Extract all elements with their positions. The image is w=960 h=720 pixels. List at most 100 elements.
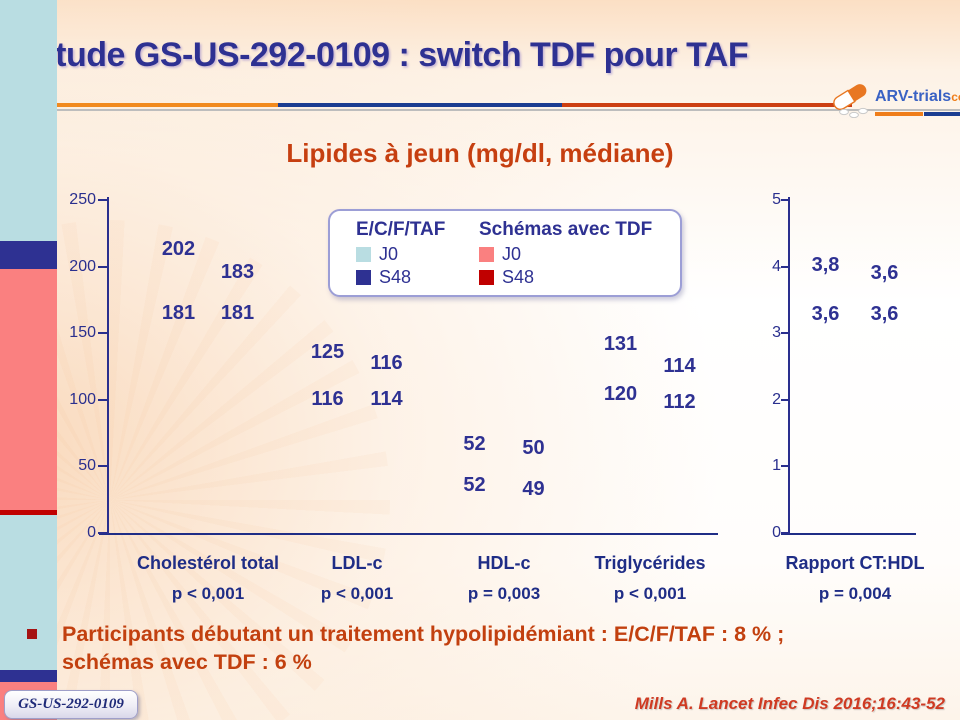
left-axis-tick-mark (98, 332, 109, 335)
right-axis-tick-label: 2 (772, 390, 781, 408)
category-label-hdl-c: HDL-c (477, 553, 531, 573)
right-axis-tick-mark (781, 332, 790, 335)
right-axis-tick-label: 4 (772, 257, 781, 275)
bullet-icon (27, 629, 37, 639)
triglycerides-tdf-inside-value: 112 (663, 391, 696, 414)
rapport-ct-hdl-taf-inside-value: 3,6 (811, 303, 840, 326)
logo-underline-orange (875, 112, 923, 116)
legend-item-taf-j0: J0 (356, 244, 445, 265)
hdl-c-tdf-top-value: 50 (522, 436, 545, 459)
ldl-c-taf-inside-value: 116 (311, 388, 344, 411)
legend-item-taf-s48: S48 (356, 267, 445, 288)
right-axis-tick-mark (781, 199, 790, 201)
category-label-rapport-ct-hdl: Rapport CT:HDL (785, 553, 925, 573)
rapport-ct-hdl-tdf-inside-value: 3,6 (870, 303, 899, 326)
cholesterol-total-taf-top-value: 202 (161, 237, 196, 260)
bullet-text: Participants débutant un traitement hypo… (62, 620, 892, 676)
left-axis-tick-mark (98, 465, 109, 468)
header-rule-red (562, 103, 852, 107)
right-axis-tick-label: 1 (772, 457, 781, 475)
cholesterol-total-tdf-s48-bar (0, 510, 57, 516)
study-id-badge: GS-US-292-0109 (4, 690, 138, 719)
right-axis-tick-mark (781, 465, 790, 468)
right-axis-baseline (781, 533, 916, 535)
chart-title: Lipides à jeun (mg/dl, médiane) (286, 138, 674, 168)
legend-header-taf: E/C/F/TAF (356, 219, 446, 240)
right-axis-tick-mark (781, 398, 790, 401)
cholesterol-total-tdf-j0-bar (0, 269, 57, 511)
header-rule-orange (0, 103, 278, 107)
left-axis-tick-mark (98, 199, 109, 201)
category-label-ldl-c: LDL-c (331, 553, 383, 573)
arv-trials-logo: ARV-trialscom (833, 84, 960, 118)
right-axis-tick-label: 5 (772, 191, 781, 208)
ldl-c-tdf-top-value: 116 (370, 352, 403, 375)
legend-column-taf: E/C/F/TAF J0 S48 (356, 218, 445, 288)
right-axis-tick-mark (781, 265, 790, 268)
p-value-ldl-c: p < 0,001 (320, 584, 394, 603)
left-axis-baseline (99, 533, 718, 535)
pill-capsule-icon (833, 84, 868, 118)
left-axis-tick-label: 200 (69, 257, 96, 275)
header-rule-navy (278, 103, 562, 107)
left-axis-tick-label: 150 (69, 324, 96, 342)
category-label-cholesterol-total: Cholestérol total (136, 553, 279, 573)
category-label-triglycerides: Triglycérides (594, 553, 706, 573)
triglycerides-taf-inside-value: 120 (603, 383, 638, 406)
right-axis-tick-label: 3 (772, 324, 781, 342)
legend-item-tdf-s48: S48 (479, 267, 652, 288)
triglycerides-tdf-top-value: 114 (663, 355, 696, 378)
right-axis-tick-label: 0 (772, 524, 781, 541)
legend-label-tdf-j0: J0 (502, 244, 522, 264)
legend-label-tdf-s48: S48 (502, 267, 535, 287)
hdl-c-taf-top-value: 52 (463, 432, 486, 455)
ldl-c-tdf-inside-value: 114 (370, 388, 403, 411)
p-value-rapport-ct-hdl: p = 0,004 (818, 584, 892, 603)
cholesterol-total-taf-j0-bar (0, 0, 57, 242)
cholesterol-total-taf-inside-value: 181 (161, 301, 196, 324)
legend-column-tdf: Schémas avec TDF J0 S48 (479, 218, 652, 288)
left-axis-tick-label: 250 (69, 191, 96, 208)
right-axis-line (788, 197, 790, 535)
rapport-ct-hdl-tdf-top-value: 3,6 (870, 262, 899, 285)
bullet-line-1: Participants débutant un traitement hypo… (62, 622, 785, 646)
legend-item-tdf-j0: J0 (479, 244, 652, 265)
chart-legend: E/C/F/TAF J0 S48 Schémas avec TDF J0 (328, 209, 682, 297)
p-value-triglycerides: p < 0,001 (613, 584, 687, 603)
legend-label-taf-s48: S48 (379, 267, 412, 287)
rapport-ct-hdl-taf-top-value: 3,8 (811, 253, 840, 276)
cholesterol-total-tdf-top-value: 183 (220, 260, 255, 283)
header-rule-gray (0, 109, 960, 111)
left-axis-tick-mark (98, 398, 109, 401)
legend-swatch-taf-j0 (356, 247, 371, 262)
left-axis-tick-label: 50 (78, 457, 96, 475)
logo-text: ARV-trialscom (875, 88, 960, 106)
legend-swatch-taf-s48 (356, 270, 371, 285)
logo-tld: com (951, 90, 960, 104)
cholesterol-total-taf-s48-bar (0, 241, 57, 270)
bullet-line-2: schémas avec TDF : 6 % (62, 650, 312, 674)
ldl-c-taf-top-value: 125 (310, 340, 345, 363)
ldl-c-taf-s48-bar (0, 669, 57, 682)
left-axis-tick-mark (98, 265, 109, 268)
reference-citation: Mills A. Lancet Infec Dis 2016;16:43-52 (634, 694, 945, 713)
hdl-c-taf-inside-value: 52 (463, 473, 486, 496)
cholesterol-total-tdf-inside-value: 181 (220, 301, 255, 324)
logo-underline-navy (924, 112, 960, 116)
right-axis-tick-mark (781, 532, 790, 534)
p-value-hdl-c: p = 0,003 (467, 584, 541, 603)
hdl-c-tdf-inside-value: 49 (522, 477, 545, 500)
ldl-c-taf-j0-bar (0, 515, 57, 670)
left-axis-line (107, 197, 109, 535)
logo-brand: ARV-trials (875, 88, 952, 105)
legend-header-tdf: Schémas avec TDF (479, 219, 653, 240)
legend-swatch-tdf-j0 (479, 247, 494, 262)
left-axis-tick-mark (98, 532, 109, 534)
triglycerides-taf-top-value: 131 (603, 332, 638, 355)
p-value-cholesterol-total: p < 0,001 (171, 584, 245, 603)
page-title: Etude GS-US-292-0109 : switch TDF pour T… (33, 36, 749, 74)
left-axis-tick-label: 0 (87, 524, 96, 541)
legend-swatch-tdf-s48 (479, 270, 494, 285)
